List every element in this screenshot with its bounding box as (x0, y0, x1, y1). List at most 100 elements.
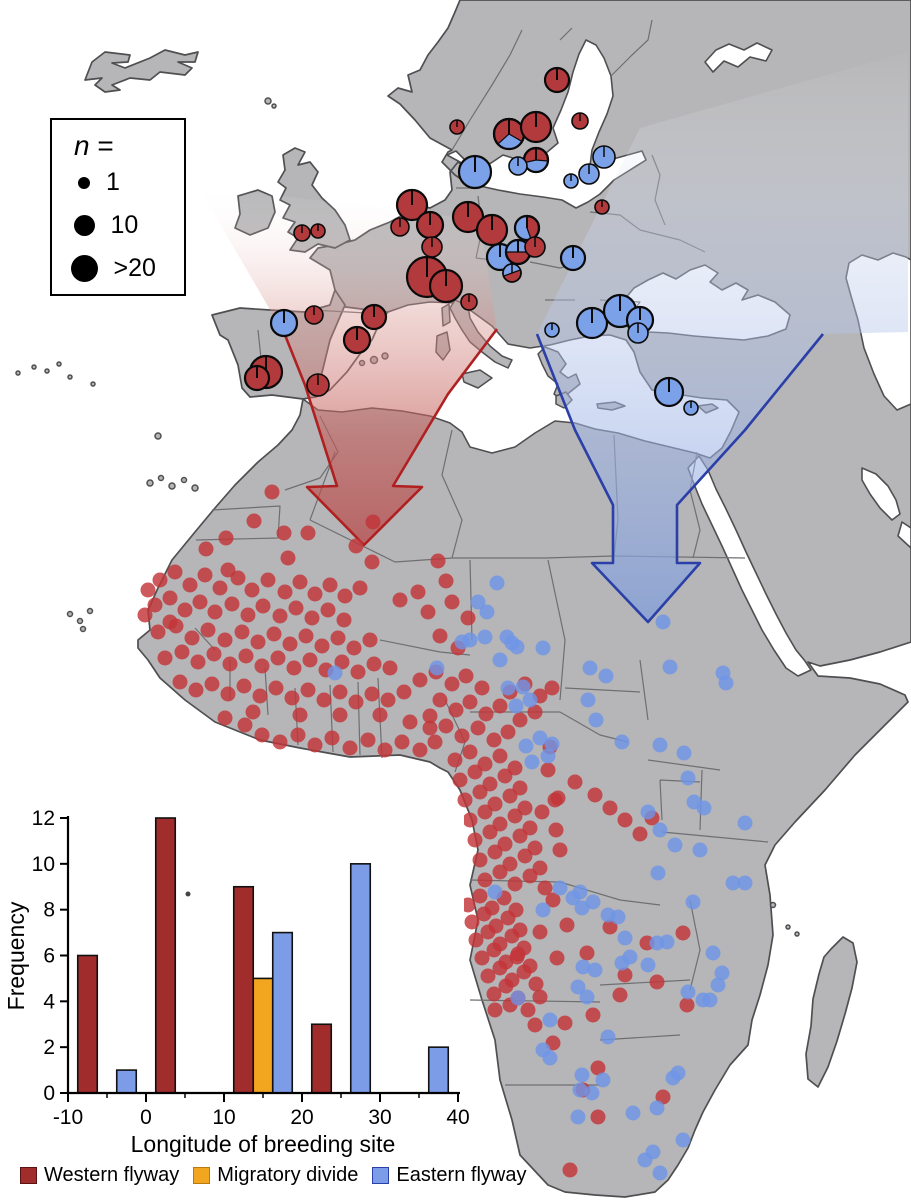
wintering-dot-eastern (595, 1072, 611, 1088)
wintering-dot-eastern (500, 680, 516, 696)
wintering-dot-western (337, 588, 353, 604)
wintering-dot-western (504, 928, 520, 944)
wintering-dot-eastern (650, 865, 666, 881)
wintering-dot-western (346, 640, 362, 656)
wintering-dot-eastern (522, 692, 538, 708)
wintering-dot-eastern (622, 949, 638, 965)
wintering-dot-western (617, 967, 633, 983)
x-tick-label: 10 (212, 1106, 235, 1129)
wintering-dot-western (198, 541, 214, 557)
wintering-dot-eastern (524, 754, 540, 770)
wintering-dot-western (617, 812, 633, 828)
wintering-dot-eastern (714, 965, 730, 981)
wintering-dot-western (532, 924, 548, 940)
wintering-dot-western (482, 824, 498, 840)
wintering-dot-eastern (579, 989, 595, 1005)
wintering-dot-western (307, 586, 323, 602)
azores-island (90, 381, 96, 387)
wintering-dot-western (492, 864, 508, 880)
wintering-dot-western (502, 788, 518, 804)
wintering-dot-eastern (532, 730, 548, 746)
wintering-dot-western (512, 828, 528, 844)
wintering-dot-western (162, 590, 178, 606)
wintering-dot-eastern (535, 902, 551, 918)
legend-item-divide: Migratory divide (193, 1164, 358, 1187)
eastern-flyway-swatch (372, 1166, 390, 1184)
wintering-dot-western (585, 1007, 601, 1023)
equals-sign: = (97, 130, 114, 161)
western-flyway-swatch (20, 1166, 37, 1184)
y-tick-label: 6 (43, 945, 55, 968)
wintering-dot-western (372, 707, 388, 723)
wintering-dot-eastern (518, 738, 534, 754)
wintering-dot-western (480, 924, 496, 940)
wintering-dot-western (147, 597, 163, 613)
wintering-dot-western (324, 730, 340, 746)
persian-gulf (861, 467, 901, 521)
faroe-island (271, 103, 277, 109)
wintering-dot-western (492, 748, 508, 764)
wintering-dot-western (478, 706, 494, 722)
wintering-dot-western (509, 949, 525, 965)
wintering-dot-western (520, 1002, 536, 1018)
wintering-dot-western (250, 634, 266, 650)
wintering-dot-western (402, 714, 418, 730)
faroe-island (264, 97, 272, 105)
wintering-dot-western (224, 596, 240, 612)
wintering-dot-western (307, 737, 323, 753)
size-legend-row: >20 (70, 254, 184, 283)
zanzibar-island (769, 901, 777, 909)
wintering-dot-western (314, 638, 330, 654)
wintering-dot-western (552, 842, 568, 858)
wintering-dot-western (464, 914, 480, 930)
wintering-dot-western (655, 1089, 671, 1105)
histogram-bar-western (76, 954, 99, 1094)
wintering-dot-western (486, 986, 502, 1002)
wintering-dot-western (487, 844, 503, 860)
wintering-dot-western (517, 800, 533, 816)
wintering-dot-western (679, 997, 695, 1013)
wintering-dot-western (204, 676, 220, 692)
wintering-dot-western (472, 888, 488, 904)
wintering-dot-western (268, 680, 284, 696)
iceland (84, 49, 199, 93)
wintering-dot-western (522, 868, 538, 884)
wintering-dot-western (516, 964, 532, 980)
sample-size-legend: n = 1 10 >20 (50, 118, 186, 296)
wintering-dot-western (220, 562, 236, 578)
wintering-dot-western (579, 945, 595, 961)
wintering-dot-western (364, 686, 380, 702)
comoros-island (785, 924, 791, 930)
wintering-dot-eastern (327, 665, 343, 681)
wintering-dot-eastern (587, 962, 603, 978)
wintering-dot-western (458, 668, 474, 684)
wintering-dot-eastern (725, 875, 741, 891)
wintering-dot-western (276, 525, 292, 541)
x-tick-label: -10 (53, 1106, 83, 1129)
wintering-dot-eastern (487, 884, 503, 900)
wintering-dot-western (472, 852, 488, 868)
wintering-dot-western (545, 892, 561, 908)
wintering-dot-eastern (584, 1085, 600, 1101)
wintering-dot-western (332, 707, 348, 723)
wintering-dot-western (537, 880, 553, 896)
wintering-dot-eastern (504, 635, 520, 651)
size-label: 10 (110, 211, 139, 239)
wintering-dot-eastern (542, 1012, 558, 1028)
wintering-dot-western (284, 690, 300, 706)
wintering-dot-western (567, 774, 583, 790)
wintering-dot-western (492, 816, 508, 832)
wintering-dot-western (316, 692, 332, 708)
wintering-dot-western (168, 618, 184, 634)
wintering-dot-western (467, 832, 483, 848)
azores-island (56, 361, 62, 367)
wintering-dot-western (527, 1017, 543, 1033)
y-tick-label: 4 (43, 990, 55, 1013)
histogram-bar-western (232, 885, 255, 1094)
wintering-dot-eastern (574, 900, 590, 916)
wintering-dot-western (320, 602, 336, 618)
wintering-dot-western (534, 804, 550, 820)
wintering-dot-eastern (588, 712, 604, 728)
